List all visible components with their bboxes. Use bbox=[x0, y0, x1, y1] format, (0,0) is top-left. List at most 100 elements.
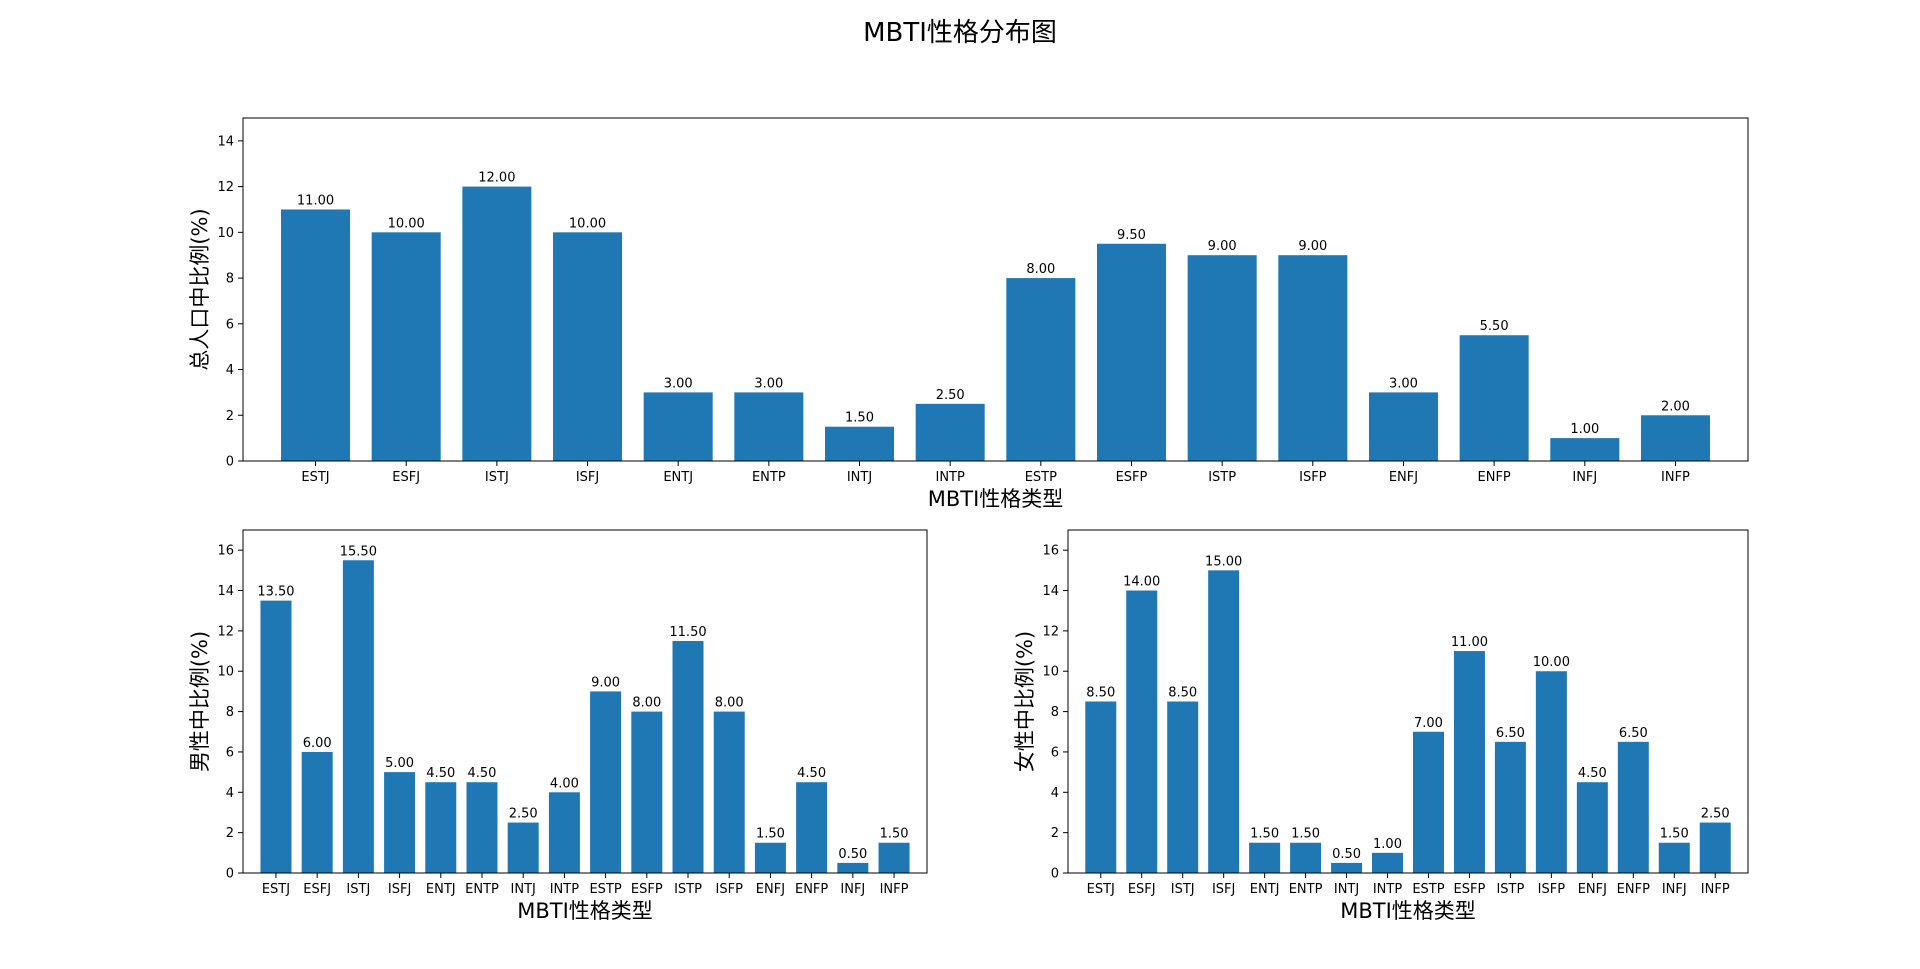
x-tick-label: INFJ bbox=[840, 882, 865, 897]
y-tick-label: 10 bbox=[217, 226, 234, 241]
chart-female: 8.50 14.00 8.50 15.00 1.50 1.50 0.50 1.00 7.00 11… bbox=[1013, 529, 1749, 923]
bar-istp bbox=[1494, 741, 1526, 873]
bar-entj bbox=[425, 782, 457, 873]
figure-title: MBTI性格分布图 bbox=[863, 18, 1057, 48]
bar-intj bbox=[1331, 862, 1363, 873]
bar-entj bbox=[643, 392, 713, 461]
x-tick-label: INFJ bbox=[1662, 882, 1687, 897]
y-tick-label: 6 bbox=[226, 317, 234, 332]
bar-value-label: 4.50 bbox=[797, 766, 826, 781]
y-tick-label: 0 bbox=[1051, 867, 1059, 882]
bar-isfj bbox=[553, 232, 623, 461]
x-tick-label: ENFP bbox=[1617, 882, 1650, 897]
x-tick-label: ENTJ bbox=[1250, 882, 1280, 897]
x-tick-label: ISFP bbox=[1299, 470, 1327, 485]
bar-istj bbox=[342, 560, 374, 873]
bar-entj bbox=[1249, 842, 1281, 873]
y-tick-label: 4 bbox=[1051, 786, 1059, 801]
bar-infp bbox=[1640, 415, 1710, 461]
x-tick-label: INTJ bbox=[1334, 882, 1359, 897]
x-tick-label: ESTP bbox=[1025, 470, 1057, 485]
bar-value-label: 1.50 bbox=[1291, 827, 1320, 842]
bar-value-label: 15.00 bbox=[1205, 554, 1242, 569]
bar-value-label: 4.50 bbox=[468, 766, 497, 781]
x-axis-label: MBTI性格类型 bbox=[517, 899, 653, 923]
bar-esfp bbox=[1096, 243, 1166, 461]
x-tick-label: ISTP bbox=[674, 882, 702, 897]
y-tick-label: 14 bbox=[217, 134, 234, 149]
y-tick-label: 10 bbox=[217, 665, 234, 680]
y-tick-label: 8 bbox=[1051, 705, 1059, 720]
bar-value-label: 1.50 bbox=[845, 411, 874, 426]
x-tick-label: INTP bbox=[935, 470, 964, 485]
x-axis-label: MBTI性格类型 bbox=[1340, 899, 1476, 923]
x-tick-label: ESFJ bbox=[392, 470, 420, 485]
bar-value-label: 1.00 bbox=[1570, 422, 1599, 437]
bar-estj bbox=[260, 600, 292, 873]
y-tick-label: 14 bbox=[217, 584, 234, 599]
y-tick-label: 10 bbox=[1042, 665, 1059, 680]
bar-estp bbox=[1006, 278, 1076, 461]
y-tick-label: 12 bbox=[217, 180, 234, 195]
bar-value-label: 0.50 bbox=[1332, 847, 1361, 862]
bar-value-label: 12.00 bbox=[478, 171, 515, 186]
bar-value-label: 1.00 bbox=[1373, 837, 1402, 852]
x-tick-label: ISFJ bbox=[1212, 882, 1235, 897]
x-tick-label: ISFJ bbox=[388, 882, 411, 897]
bar-enfp bbox=[1459, 335, 1529, 461]
axes-frame bbox=[242, 529, 928, 874]
bar-value-label: 10.00 bbox=[388, 216, 425, 231]
bar-value-label: 4.50 bbox=[426, 766, 455, 781]
bar-value-label: 10.00 bbox=[1533, 655, 1570, 670]
bar-value-label: 4.00 bbox=[550, 776, 579, 791]
x-tick-label: ISFP bbox=[716, 882, 744, 897]
x-tick-label: ESTP bbox=[589, 882, 621, 897]
bar-esfj bbox=[1126, 590, 1158, 873]
bar-value-label: 3.00 bbox=[754, 376, 783, 391]
bar-value-label: 6.50 bbox=[1496, 726, 1525, 741]
x-tick-label: ENFJ bbox=[1389, 470, 1418, 485]
y-axis-label: 男性中比例(%) bbox=[188, 631, 212, 772]
x-tick-label: ENTP bbox=[1289, 882, 1323, 897]
x-tick-label: ISTJ bbox=[346, 882, 370, 897]
bar-intj bbox=[507, 822, 539, 873]
bar-value-label: 9.00 bbox=[591, 675, 620, 690]
bar-value-label: 0.50 bbox=[838, 847, 867, 862]
y-axis-label: 女性中比例(%) bbox=[1013, 631, 1037, 772]
bar-value-label: 11.50 bbox=[669, 625, 706, 640]
bar-esfp bbox=[1453, 651, 1485, 873]
bar-isfj bbox=[384, 772, 416, 873]
x-tick-label: ENTJ bbox=[426, 882, 456, 897]
x-tick-label: ENFP bbox=[795, 882, 828, 897]
bar-enfp bbox=[1617, 741, 1649, 873]
bar-infp bbox=[1699, 822, 1731, 873]
bar-infj bbox=[1658, 842, 1690, 873]
bar-value-label: 2.50 bbox=[1701, 807, 1730, 822]
bar-estp bbox=[1412, 731, 1444, 873]
x-tick-label: ISFP bbox=[1538, 882, 1566, 897]
y-tick-label: 0 bbox=[226, 455, 234, 470]
bar-value-label: 2.50 bbox=[509, 807, 538, 822]
bar-value-label: 6.00 bbox=[303, 736, 332, 751]
bar-value-label: 8.50 bbox=[1168, 686, 1197, 701]
bar-isfp bbox=[713, 711, 745, 873]
x-tick-label: ESFP bbox=[1454, 882, 1486, 897]
bar-entp bbox=[734, 392, 804, 461]
y-axis-label: 总人口中比例(%) bbox=[188, 208, 212, 370]
bar-estj bbox=[281, 209, 351, 461]
y-tick-label: 14 bbox=[1042, 584, 1059, 599]
bar-enfp bbox=[796, 782, 828, 873]
bar-infj bbox=[1550, 438, 1620, 461]
bar-value-label: 1.50 bbox=[756, 827, 785, 842]
bar-estj bbox=[1085, 701, 1117, 873]
bar-esfp bbox=[631, 711, 663, 873]
x-tick-label: ENTP bbox=[752, 470, 786, 485]
bar-value-label: 10.00 bbox=[569, 216, 606, 231]
y-tick-label: 12 bbox=[1042, 624, 1059, 639]
y-tick-label: 2 bbox=[226, 826, 234, 841]
y-tick-label: 4 bbox=[226, 363, 234, 378]
bar-value-label: 3.00 bbox=[1389, 376, 1418, 391]
bar-infp bbox=[878, 842, 910, 873]
bar-intj bbox=[825, 426, 895, 461]
x-tick-label: ENTP bbox=[465, 882, 499, 897]
